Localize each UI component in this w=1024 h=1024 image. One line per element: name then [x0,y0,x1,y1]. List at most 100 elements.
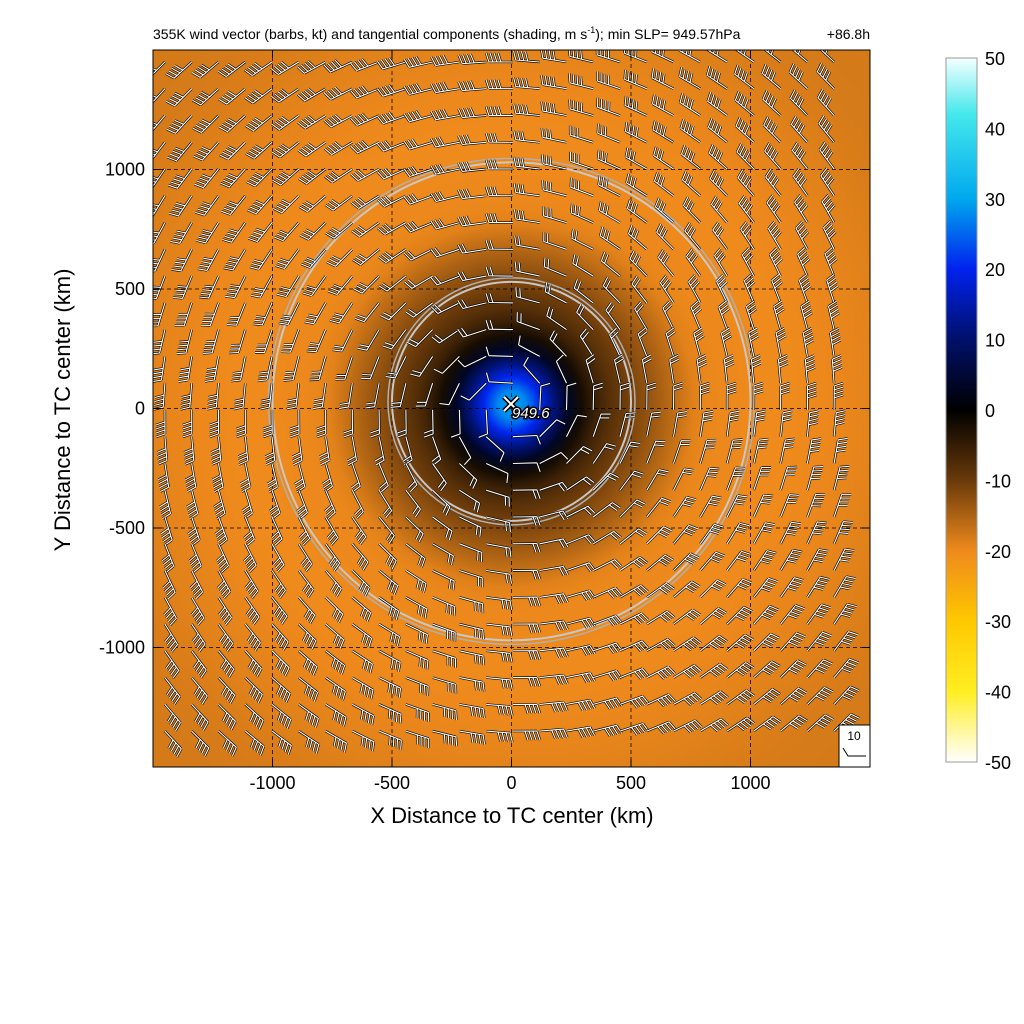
wind-barb [244,61,273,77]
wind-barb [833,713,860,732]
wind-barb [619,556,648,571]
wind-barb [833,465,850,491]
wind-barb [174,302,193,327]
wind-barb [377,195,407,207]
wind-barb [405,623,428,645]
wind-barb [378,570,399,595]
wind-barb [679,93,701,116]
y-tick-label: -500 [109,518,145,538]
wind-barb [298,570,314,598]
wind-barb [486,596,513,610]
wind-barb [790,115,808,143]
wind-barb [298,703,319,728]
wind-barb [457,327,487,338]
wind-barb [672,440,691,464]
wind-barb [771,273,783,304]
wind-barb [378,463,389,493]
wind-barb [673,692,702,706]
wind-barb [593,670,623,682]
wind-barb [753,661,781,679]
wind-barb [457,107,487,119]
wind-barb [251,275,273,298]
wind-barb [570,203,594,224]
wind-barb [385,356,407,379]
wind-barb [325,222,353,239]
wind-barb [316,409,327,438]
wind-barb [592,413,611,437]
wind-barb [270,88,300,103]
wind-barb [673,637,702,652]
wind-barb [238,436,249,466]
wind-barb [244,570,259,599]
wind-barb [726,467,746,491]
wind-barb [735,117,755,143]
wind-barb [430,218,460,230]
wind-barb [193,141,219,161]
wind-barb [753,577,778,598]
wind-barb [405,677,429,696]
wind-barb [329,302,353,324]
wind-barb [780,494,800,518]
wind-barb [352,248,380,266]
wind-barb [254,329,273,354]
wind-barb [486,516,511,532]
range-ring [271,161,752,642]
wind-barb [680,145,701,170]
wind-barb [257,356,273,382]
wind-barb [513,209,540,224]
wind-barb [378,275,407,292]
wind-barb [806,659,833,678]
wind-barb [780,604,805,625]
wind-barb [806,410,820,437]
wind-barb [646,440,666,464]
wind-barb [273,195,300,214]
wind-barb [459,489,481,513]
wind-barb [312,383,327,410]
wind-barb [700,691,729,705]
wind-barb [673,609,701,625]
wind-barb [619,722,649,736]
wind-barb [430,136,460,148]
wind-barb [726,606,753,625]
wind-barb [544,282,567,304]
wind-barb [543,231,567,250]
wind-barb [439,382,460,406]
wind-barb [593,615,623,627]
wind-barb [566,644,596,656]
wind-barb [518,335,540,357]
wind-barb [297,115,326,129]
chart-title: 355K wind vector (barbs, kt) and tangent… [153,25,741,42]
wind-barb [653,146,674,170]
wind-barbs [153,50,861,758]
wind-barb [565,382,577,410]
wind-barb [459,623,485,640]
wind-barb [430,109,460,121]
wind-barb [819,141,835,170]
wind-barb [764,50,781,63]
wind-barb [485,346,513,357]
wind-barb [164,704,181,732]
wind-barb [750,354,762,384]
wind-barb [430,164,460,175]
wind-barb [228,329,246,354]
wind-barb [817,89,835,116]
wind-barb [164,623,179,653]
wind-barb [512,434,541,445]
wind-barb [319,436,330,466]
wind-barb [710,195,728,223]
wind-barb [699,439,717,464]
colorbar-ticks: 50 40 30 20 10 0 -10 -20 -30 -40 -50 [985,49,1011,773]
wind-barb [405,650,429,670]
wind-barb [459,650,485,666]
wind-barb [378,703,402,724]
wind-barb [153,88,166,103]
wind-barb [351,195,380,209]
wind-barb [403,83,433,96]
wind-barb [353,275,380,294]
wind-barb [153,61,166,75]
wind-barb [252,302,273,326]
wind-barb [271,703,292,729]
wind-barb [566,446,593,464]
wind-barb [457,299,487,310]
wind-barb [823,220,836,250]
